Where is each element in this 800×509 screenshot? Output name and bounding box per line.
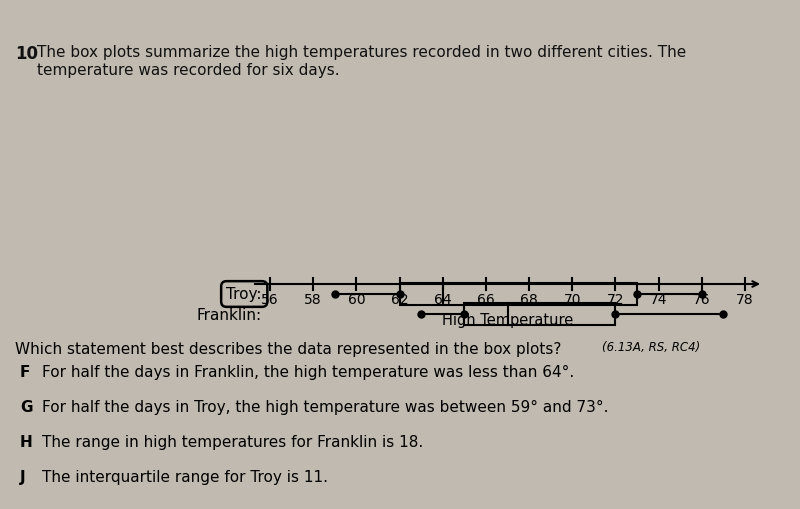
Text: H: H [20, 434, 33, 449]
Text: J: J [20, 469, 26, 484]
Text: The range in high temperatures for Franklin is 18.: The range in high temperatures for Frank… [42, 434, 423, 449]
Text: Troy:: Troy: [226, 287, 262, 302]
Text: For half the days in Franklin, the high temperature was less than 64°.: For half the days in Franklin, the high … [42, 364, 574, 379]
Text: 58: 58 [304, 293, 322, 306]
Text: 60: 60 [347, 293, 365, 306]
Text: (6.13A, RS, RC4): (6.13A, RS, RC4) [602, 341, 700, 353]
Text: For half the days in Troy, the high temperature was between 59° and 73°.: For half the days in Troy, the high temp… [42, 399, 609, 414]
Text: 56: 56 [261, 293, 279, 306]
Text: 10: 10 [15, 45, 38, 63]
Bar [464, 303, 615, 325]
Text: 62: 62 [390, 293, 408, 306]
Text: F: F [20, 364, 30, 379]
Text: Franklin:: Franklin: [197, 307, 262, 322]
Text: G: G [20, 399, 33, 414]
Text: 66: 66 [477, 293, 494, 306]
Text: The interquartile range for Troy is 11.: The interquartile range for Troy is 11. [42, 469, 328, 484]
Text: 64: 64 [434, 293, 451, 306]
Bar [399, 284, 637, 305]
Text: 78: 78 [736, 293, 754, 306]
Text: 70: 70 [563, 293, 581, 306]
Text: 74: 74 [650, 293, 667, 306]
Text: 72: 72 [606, 293, 624, 306]
Text: temperature was recorded for six days.: temperature was recorded for six days. [37, 63, 340, 78]
Text: Which statement best describes the data represented in the box plots?: Which statement best describes the data … [15, 342, 562, 356]
Text: 76: 76 [693, 293, 710, 306]
Text: The box plots summarize the high temperatures recorded in two different cities. : The box plots summarize the high tempera… [37, 45, 686, 60]
Text: 68: 68 [520, 293, 538, 306]
Text: High Temperature: High Temperature [442, 313, 573, 327]
